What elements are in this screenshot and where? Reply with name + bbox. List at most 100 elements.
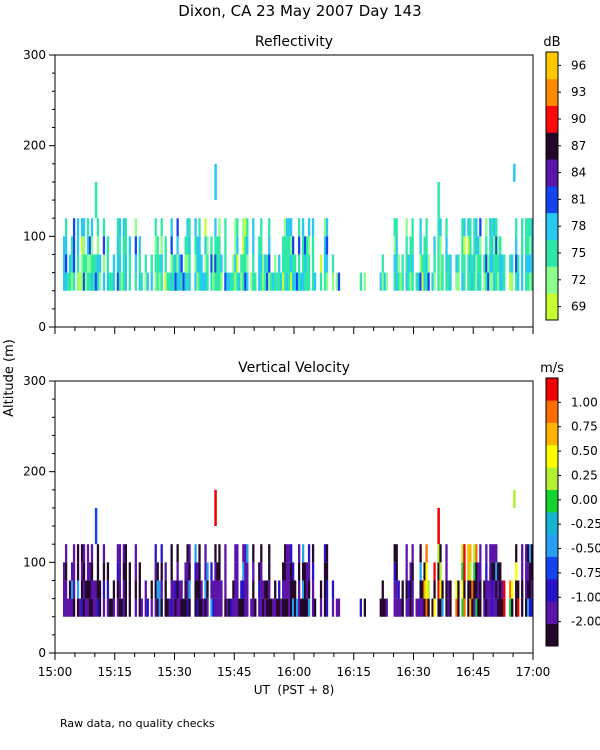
heatmap-cell [395,218,398,237]
heatmap-cell [258,272,261,291]
heatmap-cell [407,254,410,273]
heatmap-cell [509,598,512,617]
heatmap-cell [252,272,255,291]
heatmap-cell [499,272,502,291]
heatmap-cell [62,236,66,255]
heatmap-cell [307,580,311,599]
heatmap-cell [84,580,88,599]
heatmap-cell [294,580,297,599]
heatmap-cell [311,218,315,237]
heatmap-cell [86,562,90,581]
heatmap-cell [228,272,231,291]
heatmap-cell [294,272,297,291]
heatmap-cell [92,598,96,617]
y-axis-label: Altitude (m) [2,339,17,417]
heatmap-cell [305,254,309,273]
heatmap-cell [98,580,102,599]
colorbar-swatch [546,512,558,535]
heatmap-cell [160,562,163,581]
heatmap-cell [84,272,88,291]
heatmap-cell [176,218,179,237]
heatmap-cell [469,254,472,273]
heatmap-cell [154,254,157,273]
heatmap-cell [485,562,488,581]
heatmap-cell [64,218,68,237]
colorbar-swatch [546,378,558,401]
heatmap-cell [517,254,520,273]
heatmap-cell [86,254,90,273]
heatmap-cell [301,254,305,273]
heatmap-cell [252,254,255,273]
heatmap-cell [445,544,448,563]
heatmap-cell [80,218,84,237]
heatmap-cell [305,562,309,581]
heatmap-cell [64,562,68,581]
heatmap-cell [307,236,311,255]
heatmap-cell [449,580,452,599]
heatmap-cell [469,580,472,599]
heatmap-cell [441,254,444,273]
heatmap-cell [72,236,76,255]
heatmap-cell [419,580,422,599]
heatmap-cell [427,580,430,599]
heatmap-cell [240,254,243,273]
heatmap-cell [411,254,414,273]
heatmap-cell [457,580,460,599]
heatmap-cell [301,236,305,255]
heatmap-cell [254,272,257,291]
heatmap-cell [323,544,327,563]
heatmap-cell [447,254,450,273]
heatmap-cell [268,236,271,255]
heatmap-cell [184,272,187,291]
heatmap-cell [120,272,124,291]
colorbar-tick-label: 0.25 [571,468,598,482]
heatmap-cell [150,580,153,599]
heatmap-cell [525,544,528,563]
heatmap-cell [90,218,94,237]
heatmap-cell [473,254,476,273]
heatmap-cell [290,598,293,617]
heatmap-cell [455,580,458,599]
reflectivity-data-layer [62,163,534,291]
heatmap-cell [80,272,84,291]
heatmap-cell [186,218,189,237]
heatmap-cell [64,544,68,563]
heatmap-cell [473,580,476,599]
heatmap-cell [274,598,277,617]
heatmap-cell [204,562,207,581]
heatmap-cell [433,598,436,617]
heatmap-cell [96,254,100,273]
velocity-data-layer [62,489,534,617]
heatmap-cell [299,598,303,617]
heatmap-cell [268,254,271,273]
heatmap-cell [80,254,84,273]
heatmap-cell [80,580,84,599]
heatmap-cell [144,272,147,291]
x-tick-label: 16:45 [456,665,491,679]
heatmap-cell [122,544,126,563]
colorbar-swatch [546,78,558,106]
heatmap-cell [246,544,249,563]
heatmap-cell [268,218,271,237]
heatmap-cell [78,598,82,617]
heatmap-cell [495,580,498,599]
heatmap-cell [90,236,94,255]
heatmap-cell [198,236,201,255]
heatmap-cell [515,580,518,599]
heatmap-cell [489,218,492,237]
heatmap-cell [230,272,233,291]
heatmap-cell [278,272,281,291]
heatmap-cell [463,236,466,255]
heatmap-cell [445,254,448,273]
heatmap-cell [140,272,143,291]
heatmap-cell [292,254,295,273]
heatmap-cell [134,544,137,563]
heatmap-cell [359,598,363,617]
heatmap-cell [393,272,396,291]
heatmap-cell [301,272,305,291]
colorbar-tick-label: 81 [571,192,586,206]
heatmap-cell [303,580,307,599]
heatmap-cell [158,598,161,617]
heatmap-cell [154,544,157,563]
